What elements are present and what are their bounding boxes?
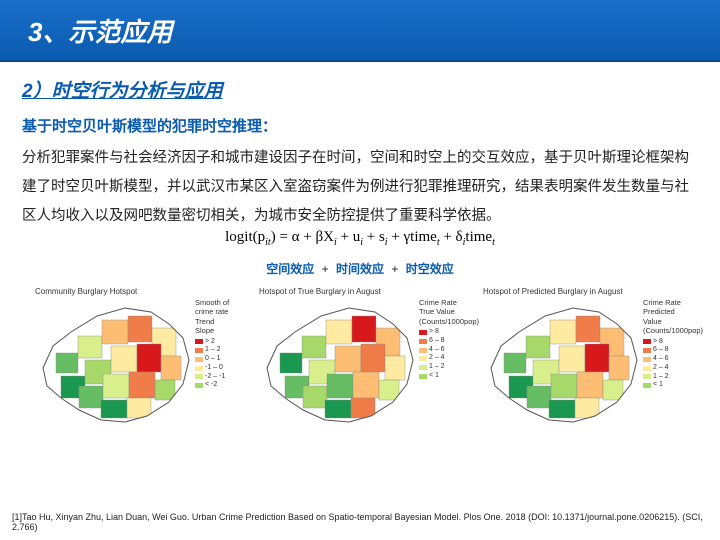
map-legend: Smooth of crime rate Trend Slope> 21 – 2…: [191, 298, 235, 428]
slide-header: 3、示范应用: [0, 0, 720, 62]
map-legend: Crime Rate Predicted Value (Counts/1000p…: [639, 298, 683, 428]
map-title: Hotspot of Predicted Burglary in August: [479, 287, 689, 296]
slide-title: 3、示范应用: [28, 12, 172, 49]
choropleth-map: [479, 298, 639, 428]
map-title: Community Burglary Hotspot: [31, 287, 241, 296]
choropleth-map-panel: Hotspot of Predicted Burglary in August C…: [479, 287, 689, 428]
citation-footnote: [1]Tao Hu, Xinyan Zhu, Lian Duan, Wei Gu…: [12, 512, 708, 532]
effect-spatial: 空间效应: [266, 262, 314, 276]
model-formula: logit(pit) = α + βXi + ui + si + γtimet …: [0, 229, 720, 248]
plus-icon: +: [391, 262, 398, 276]
choropleth-map-panel: Community Burglary Hotspot Smooth of crim…: [31, 287, 241, 428]
subsection-title: 2）时空行为分析与应用: [0, 62, 720, 107]
map-title: Hotspot of True Burglary in August: [255, 287, 465, 296]
body-paragraph: 分析犯罪案件与社会经济因子和城市建设因子在时间，空间和时空上的交互效应，基于贝叶…: [0, 142, 720, 231]
map-legend: Crime Rate True Value (Counts/1000pop)> …: [415, 298, 459, 428]
plus-icon: +: [322, 262, 329, 276]
effects-labels: 空间效应 + 时间效应 + 时空效应: [0, 260, 720, 277]
effect-temporal: 时间效应: [336, 262, 384, 276]
choropleth-map: [255, 298, 415, 428]
method-subtitle: 基于时空贝叶斯模型的犯罪时空推理：: [0, 107, 720, 142]
maps-row: Community Burglary Hotspot Smooth of crim…: [0, 287, 720, 428]
effect-spatiotemporal: 时空效应: [406, 262, 454, 276]
choropleth-map: [31, 298, 191, 428]
choropleth-map-panel: Hotspot of True Burglary in August Crime …: [255, 287, 465, 428]
